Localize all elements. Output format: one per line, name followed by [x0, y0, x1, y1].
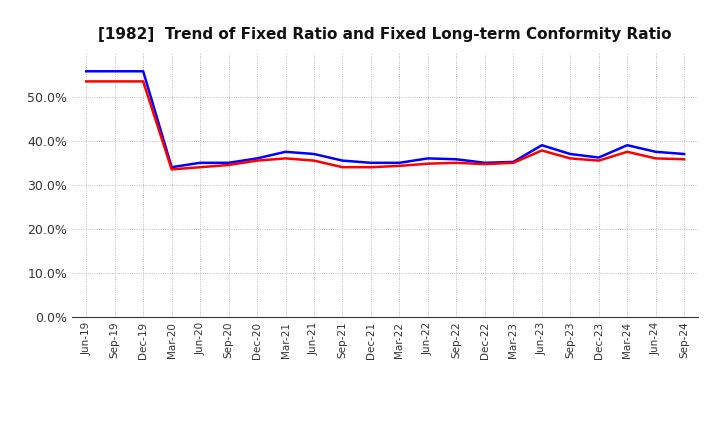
- Fixed Long-term Conformity Ratio: [423, 161, 432, 166]
- Fixed Long-term Conformity Ratio: [139, 79, 148, 84]
- Fixed Ratio: [110, 69, 119, 74]
- Line: Fixed Ratio: Fixed Ratio: [86, 71, 684, 167]
- Fixed Ratio: [537, 143, 546, 148]
- Fixed Ratio: [452, 157, 461, 162]
- Fixed Long-term Conformity Ratio: [566, 156, 575, 161]
- Fixed Long-term Conformity Ratio: [395, 163, 404, 169]
- Fixed Long-term Conformity Ratio: [509, 160, 518, 165]
- Fixed Ratio: [338, 158, 347, 163]
- Fixed Long-term Conformity Ratio: [623, 149, 631, 154]
- Fixed Long-term Conformity Ratio: [167, 167, 176, 172]
- Fixed Ratio: [82, 69, 91, 74]
- Fixed Ratio: [395, 160, 404, 165]
- Fixed Long-term Conformity Ratio: [310, 158, 318, 163]
- Fixed Ratio: [167, 165, 176, 170]
- Fixed Long-term Conformity Ratio: [82, 79, 91, 84]
- Fixed Ratio: [480, 160, 489, 165]
- Fixed Long-term Conformity Ratio: [680, 157, 688, 162]
- Title: [1982]  Trend of Fixed Ratio and Fixed Long-term Conformity Ratio: [1982] Trend of Fixed Ratio and Fixed Lo…: [99, 27, 672, 42]
- Fixed Ratio: [566, 151, 575, 157]
- Fixed Long-term Conformity Ratio: [196, 165, 204, 170]
- Fixed Ratio: [253, 156, 261, 161]
- Fixed Ratio: [595, 155, 603, 160]
- Fixed Ratio: [310, 151, 318, 157]
- Fixed Long-term Conformity Ratio: [537, 148, 546, 153]
- Line: Fixed Long-term Conformity Ratio: Fixed Long-term Conformity Ratio: [86, 81, 684, 169]
- Fixed Long-term Conformity Ratio: [110, 79, 119, 84]
- Fixed Ratio: [509, 159, 518, 165]
- Fixed Long-term Conformity Ratio: [282, 156, 290, 161]
- Fixed Long-term Conformity Ratio: [652, 156, 660, 161]
- Fixed Ratio: [282, 149, 290, 154]
- Fixed Ratio: [139, 69, 148, 74]
- Fixed Ratio: [366, 160, 375, 165]
- Fixed Ratio: [225, 160, 233, 165]
- Fixed Long-term Conformity Ratio: [253, 158, 261, 163]
- Fixed Ratio: [623, 143, 631, 148]
- Fixed Ratio: [652, 149, 660, 154]
- Fixed Ratio: [680, 151, 688, 157]
- Fixed Ratio: [423, 156, 432, 161]
- Fixed Long-term Conformity Ratio: [480, 161, 489, 167]
- Fixed Long-term Conformity Ratio: [452, 160, 461, 165]
- Fixed Long-term Conformity Ratio: [366, 165, 375, 170]
- Fixed Long-term Conformity Ratio: [225, 162, 233, 168]
- Fixed Long-term Conformity Ratio: [595, 158, 603, 163]
- Fixed Long-term Conformity Ratio: [338, 165, 347, 170]
- Fixed Ratio: [196, 160, 204, 165]
